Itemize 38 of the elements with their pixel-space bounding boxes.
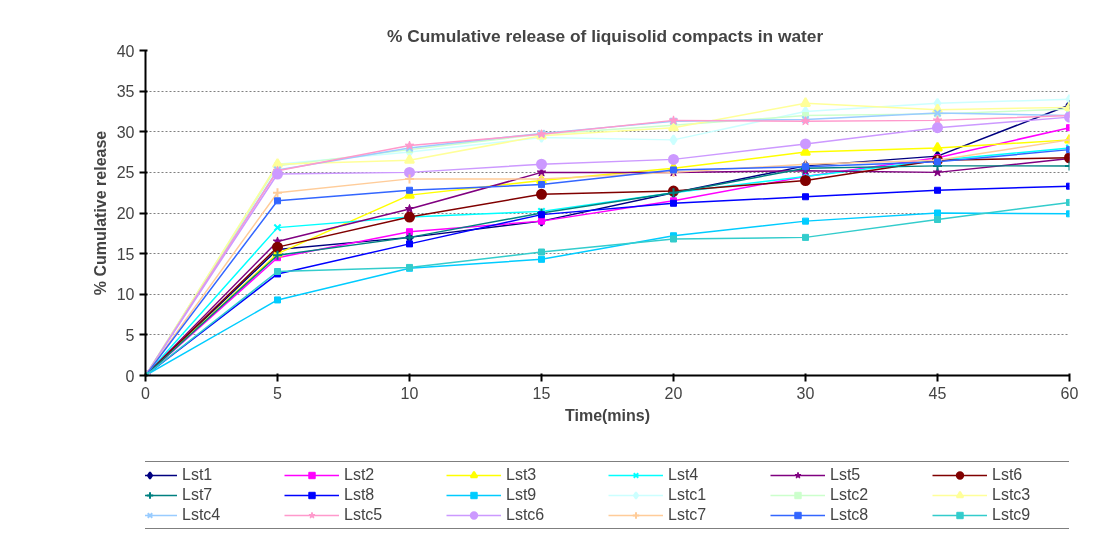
x-tick-label: 30 <box>796 384 815 402</box>
legend-label: Lst4 <box>668 465 700 484</box>
x-tick-label: 45 <box>928 384 947 402</box>
legend-label: Lst7 <box>182 485 214 504</box>
x-tick-label: 15 <box>532 384 551 402</box>
legend-label: Lstc3 <box>992 485 1032 504</box>
legend-label: Lst6 <box>992 465 1024 484</box>
y-tick-label: 0 <box>125 367 135 385</box>
legend-label: Lst3 <box>506 465 538 484</box>
x-tick-label: 60 <box>1060 384 1079 402</box>
legend-label: Lstc5 <box>344 505 384 524</box>
legend-label: Lstc8 <box>830 505 870 524</box>
x-tick-label: 5 <box>273 384 283 402</box>
legend-label: Lstc9 <box>992 505 1032 524</box>
x-tick-label: 20 <box>664 384 683 402</box>
y-tick-label: 25 <box>116 164 135 182</box>
legend-label: Lstc1 <box>668 485 708 504</box>
y-tick-label: 30 <box>116 123 135 141</box>
legend-label: Lst9 <box>506 485 538 504</box>
x-tick-label: 10 <box>400 384 419 402</box>
x-axis-title: Time(mins) <box>564 406 651 424</box>
legend-label: Lstc6 <box>506 505 546 524</box>
legend-label: Lst8 <box>344 485 376 504</box>
y-tick-label: 40 <box>116 42 135 60</box>
x-tick-label: 0 <box>141 384 151 402</box>
legend-label: Lstc2 <box>830 485 870 504</box>
legend-label: Lst2 <box>344 465 376 484</box>
y-tick-label: 35 <box>116 83 135 101</box>
y-tick-label: 10 <box>116 286 135 304</box>
legend-label: Lst5 <box>830 465 862 484</box>
y-axis-title: % Cumulative release <box>91 130 109 296</box>
legend-label: Lstc4 <box>182 505 222 524</box>
chart-title: % Cumulative release of liquisolid compacts in water <box>386 25 824 46</box>
legend-label: Lst1 <box>182 465 214 484</box>
y-tick-label: 15 <box>116 245 135 263</box>
y-tick-label: 20 <box>116 205 135 222</box>
y-tick-label: 5 <box>125 326 135 344</box>
legend-label: Lstc7 <box>668 505 708 524</box>
